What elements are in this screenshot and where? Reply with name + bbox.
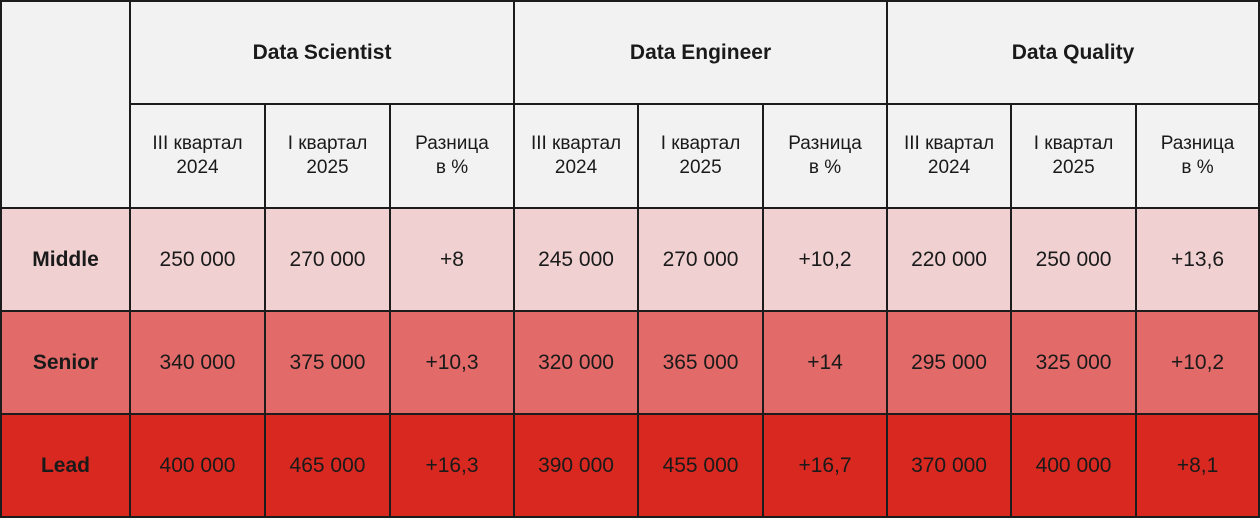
row-label: Middle xyxy=(0,207,131,312)
table-cell: +14 xyxy=(762,310,889,415)
row-label: Senior xyxy=(0,310,131,415)
table-cell: 340 000 xyxy=(129,310,266,415)
table-cell: 375 000 xyxy=(264,310,391,415)
sub-header-diff: Разница в % xyxy=(1135,103,1260,209)
table-cell: 400 000 xyxy=(1010,413,1138,518)
sub-header-line2: 2024 xyxy=(927,157,971,178)
sub-header-line2: 2025 xyxy=(306,157,349,178)
table-cell: +16,3 xyxy=(388,413,516,518)
sub-header-q1-2025: I квартал 2025 xyxy=(1010,103,1138,209)
sub-header-diff: Разница в % xyxy=(388,103,516,209)
table-cell: 320 000 xyxy=(513,310,640,415)
table-cell: 465 000 xyxy=(264,413,391,518)
sub-header-line1: Разница xyxy=(788,133,862,154)
table-cell: +10,3 xyxy=(388,310,516,415)
table-cell: +8 xyxy=(388,207,516,312)
corner-cell xyxy=(0,0,131,209)
table-cell: 245 000 xyxy=(513,207,640,312)
sub-header-q3-2024: III квартал 2024 xyxy=(886,103,1013,209)
table-cell: 250 000 xyxy=(1010,207,1138,312)
sub-header-line1: III квартал xyxy=(152,133,243,154)
sub-header-line1: III квартал xyxy=(530,133,622,154)
table-cell: 270 000 xyxy=(637,207,765,312)
sub-header-line2: в % xyxy=(1181,157,1214,178)
sub-header-q3-2024: III квартал 2024 xyxy=(129,103,266,209)
group-header-data-engineer: Data Engineer xyxy=(513,0,889,105)
group-header-row: Data Scientist Data Engineer Data Qualit… xyxy=(0,0,1260,209)
table-cell: +16,7 xyxy=(762,413,889,518)
table-row-lead: Lead 400 000 465 000 +16,3 390 000 455 000 +16… xyxy=(0,413,1260,518)
sub-header-line1: Разница xyxy=(415,133,489,154)
sub-header-line1: I квартал xyxy=(1033,133,1114,154)
sub-header-line1: I квартал xyxy=(660,133,741,154)
sub-header-line1: III квартал xyxy=(903,133,995,154)
table-cell: 400 000 xyxy=(129,413,266,518)
sub-header-line2: в % xyxy=(435,157,469,178)
group-header-data-scientist: Data Scientist xyxy=(128,0,516,105)
sub-header-q1-2025: I квартал 2025 xyxy=(264,103,391,209)
sub-header-diff: Разница в % xyxy=(762,103,889,209)
sub-header-line2: 2025 xyxy=(679,157,722,178)
sub-header-line2: в % xyxy=(808,157,842,178)
table-cell: 325 000 xyxy=(1010,310,1138,415)
sub-header-line1: Разница xyxy=(1160,133,1235,154)
table-cell: +10,2 xyxy=(762,207,889,312)
sub-header-q3-2024: III квартал 2024 xyxy=(513,103,640,209)
table-cell: +10,2 xyxy=(1135,310,1260,415)
row-label: Lead xyxy=(0,413,131,518)
table-cell: +13,6 xyxy=(1135,207,1260,312)
table-cell: 270 000 xyxy=(264,207,391,312)
table-cell: 295 000 xyxy=(886,310,1013,415)
table-cell: 250 000 xyxy=(129,207,266,312)
table-row-middle: Middle 250 000 270 000 +8 245 000 270 000 +10,… xyxy=(0,207,1260,312)
table-row-senior: Senior 340 000 375 000 +10,3 320 000 365 000 +… xyxy=(0,310,1260,415)
table-cell: 220 000 xyxy=(886,207,1013,312)
table-cell: 365 000 xyxy=(637,310,765,415)
table-cell: 370 000 xyxy=(886,413,1013,518)
table-body: Middle 250 000 270 000 +8 245 000 270 000 +10,… xyxy=(0,207,1260,518)
sub-header-line2: 2024 xyxy=(176,157,219,178)
group-header-data-quality: Data Quality xyxy=(886,0,1260,105)
table-cell: 455 000 xyxy=(637,413,765,518)
table-cell: +8,1 xyxy=(1135,413,1260,518)
sub-header-row: III квартал 2024 I квартал 2025 Разница … xyxy=(1,103,1260,209)
sub-header-line1: I квартал xyxy=(287,133,368,154)
sub-header-line2: 2025 xyxy=(1052,157,1095,178)
table-cell: 390 000 xyxy=(513,413,640,518)
sub-header-q1-2025: I квартал 2025 xyxy=(637,103,765,209)
sub-header-line2: 2024 xyxy=(554,157,598,178)
